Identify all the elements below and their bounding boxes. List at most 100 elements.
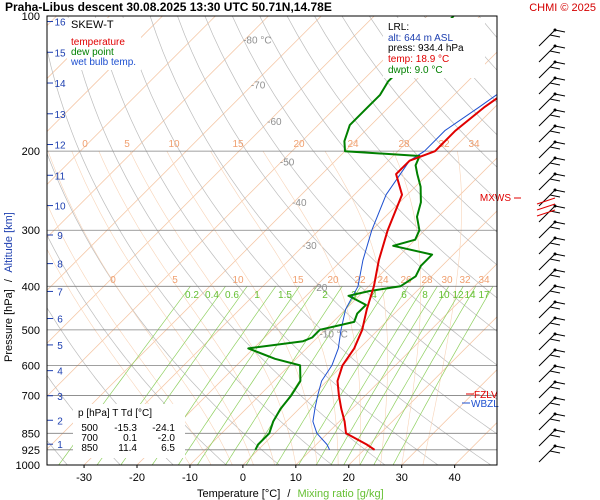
wind-barb-flag [554,109,566,113]
wind-barb-dot [553,156,557,160]
wind-barb-flag [549,434,561,438]
dry-adiabat-label: 20 [293,139,305,150]
wind-barb-flag [554,349,566,353]
wind-barb-shaft [538,45,556,63]
wind-barb-flag [549,370,561,374]
table-td-2: 6.5 [161,443,175,454]
dry-adiabat-line [534,16,600,465]
dry-adiabat-label: 28 [398,139,410,150]
grid-line-labels: -80 °C-70-60-50-40-30-20-10 °C0 5 10 15 20 24… [82,35,490,340]
isotherm-label: -40 [292,198,307,209]
pressure-tick-labels: 100 200 300 400 500 600 700 850 925 1000 [16,11,40,472]
legend-skewt: SKEW-T [71,19,114,31]
wind-barb-shaft [538,269,556,287]
altitude-tick-label: 3 [57,392,63,403]
wind-barb-dot [553,76,557,80]
isotherm-label: -60 [267,117,282,128]
wind-barb-flag [554,301,566,305]
wind-barb-flag [549,450,561,454]
wind-barb-flag [549,354,561,358]
wind-barb-flag [549,162,561,166]
wind-barb-shaft [538,397,556,415]
wind-barb-dot [553,188,557,192]
dry-adiabat-label: 20 [327,275,339,286]
wind-barb-shaft [538,61,556,79]
wind-barb-shaft [538,333,556,351]
mixing-ratio-label: 17 [478,290,490,301]
wind-barb-shaft [538,237,556,255]
table-td-1: -2.0 [158,433,176,444]
wind-barb-shaft [538,173,556,191]
wind-barb-flag [554,77,566,81]
dry-adiabat-label: 15 [292,275,304,286]
wind-barb-flag [554,221,566,225]
dry-adiabat-label: 32 [438,139,450,150]
wind-barb-dot [553,284,557,288]
pressure-tick-label: 925 [22,445,40,457]
altitude-tick-lines [47,21,53,445]
dry-adiabat-label: 0 [82,139,88,150]
mixing-ratio-label: 14 [464,290,476,301]
table-td-0: -24.1 [152,423,175,434]
wind-barb-flag [549,258,561,262]
altitude-tick-label: 8 [57,260,63,271]
isotherm-line [348,316,497,465]
isotherm-line [47,16,481,450]
wind-barb-flag [554,413,566,417]
dry-adiabat-line [314,16,497,233]
isotherm-label: -50 [280,157,295,168]
wind-barb-flag [554,125,566,129]
table-p-1: 700 [81,433,98,444]
wind-barbs [536,28,566,463]
wind-barb-shaft [538,205,556,223]
wind-barb-flag [554,253,566,257]
lrl-temp: temp: 18.9 °C [388,54,449,65]
wind-barb-shaft [538,285,556,303]
dry-adiabat-line [341,16,497,201]
wet-bulb-line [312,93,497,451]
altitude-tick-label: 5 [57,341,63,352]
wind-barb-flag [549,50,561,54]
wind-barb-flag [554,317,566,321]
temperature-tick-label: 40 [449,472,461,484]
wind-barb-dot [553,316,557,320]
altitude-tick-label: 10 [54,202,66,213]
wind-barb-flag [549,338,561,342]
isotherm-label: -30 [302,241,317,252]
lrl-title: LRL: [388,22,409,33]
isotherm-line [83,51,497,465]
wind-barb-flag [554,397,566,401]
isotherm-label: -20 [313,283,328,294]
wind-barb-dot [553,332,557,336]
svg-text:WBZL: WBZL [471,399,499,410]
dry-adiabat-line [561,16,600,465]
copyright-label: CHMI © 2025 [529,2,596,14]
mixing-ratio-label: 0.6 [225,290,239,301]
wind-barb-shaft [538,93,556,111]
wind-barb-dot [553,428,557,432]
wind-barb-flag [554,173,566,177]
altitude-tick-label: 1 [57,440,63,451]
wind-barb-flag [549,130,561,134]
wind-barb-flag [549,34,561,38]
wind-barb-flag [549,274,561,278]
wind-barb-flag [554,429,566,433]
wind-barb-flag [549,178,561,182]
wind-barb-shaft [538,429,556,447]
wind-barb-shaft [538,253,556,271]
mixing-ratio-label: 10 [438,290,450,301]
wind-barb-dot [553,124,557,128]
wind-barb-dot [553,412,557,416]
mxws-marker: MXWS [480,193,521,204]
wind-barb-max [536,203,556,211]
isotherm-line [47,16,322,291]
wind-barb-dot [553,396,557,400]
wind-barb-flag [549,306,561,310]
wind-barb-dot [553,140,557,144]
wind-barb-flag [554,141,566,145]
altitude-tick-label: 14 [54,79,66,90]
altitude-tick-label: 15 [54,48,66,59]
table-t-0: -15.3 [114,423,137,434]
wind-barb-flag [554,333,566,337]
y-axis-title: Pressure [hPa] / Altitude [km] [3,212,15,362]
